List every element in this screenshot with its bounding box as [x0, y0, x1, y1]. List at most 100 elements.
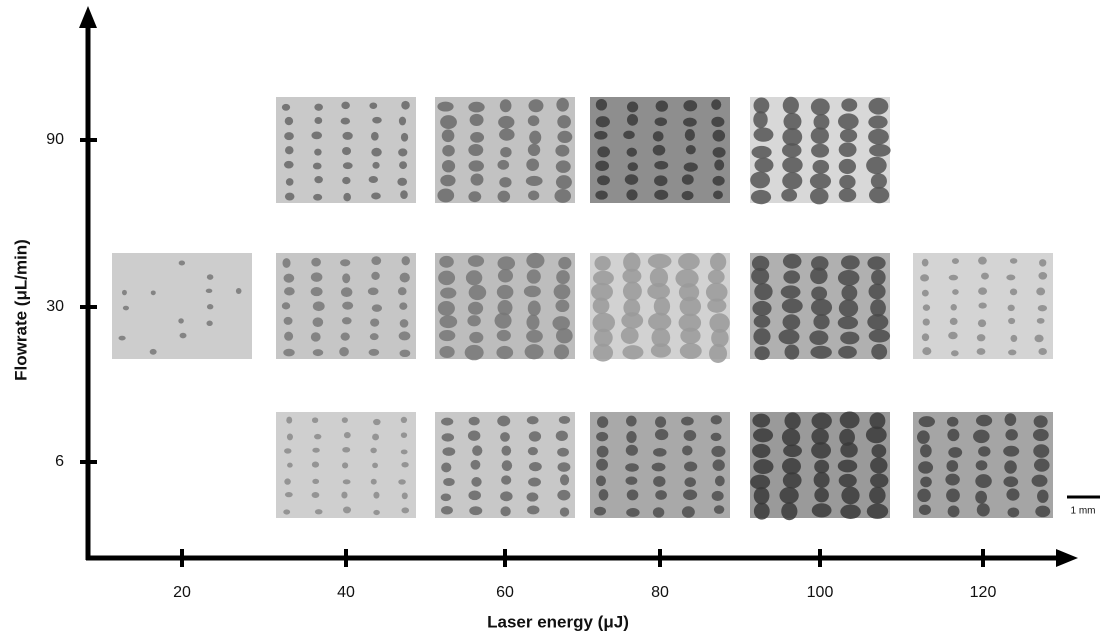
droplet: [681, 190, 694, 201]
droplet: [314, 103, 323, 111]
droplet: [681, 174, 694, 185]
droplet: [341, 101, 350, 110]
droplet: [840, 255, 860, 270]
droplet: [287, 462, 293, 468]
droplet: [469, 331, 484, 344]
droplet: [678, 313, 702, 332]
droplet: [813, 314, 830, 330]
droplet: [648, 312, 672, 331]
droplet: [809, 330, 829, 346]
droplet: [397, 177, 408, 186]
droplet: [398, 116, 407, 126]
droplet: [371, 192, 381, 200]
droplet: [783, 270, 801, 284]
droplet: [497, 268, 514, 283]
droplet: [1008, 349, 1017, 356]
droplet: [371, 256, 382, 266]
droplet: [284, 478, 291, 485]
droplet: [922, 347, 932, 356]
droplet: [312, 478, 320, 485]
droplet: [468, 144, 484, 156]
droplet: [752, 413, 771, 428]
droplet: [527, 143, 541, 157]
droplet: [841, 285, 858, 301]
droplet: [778, 329, 800, 345]
droplet: [947, 505, 960, 518]
droplet: [871, 444, 887, 458]
droplet: [441, 417, 454, 426]
droplet: [282, 258, 291, 268]
droplet: [367, 287, 379, 296]
droplet: [591, 282, 613, 301]
droplet: [868, 115, 888, 129]
droplet: [781, 188, 798, 202]
droplet: [866, 156, 887, 175]
droplet: [713, 190, 723, 200]
droplet: [976, 348, 986, 355]
droplet: [753, 328, 771, 346]
droplet: [840, 504, 861, 519]
droplet: [711, 99, 722, 110]
droplet: [399, 161, 408, 170]
droplet: [921, 258, 929, 267]
droplet: [558, 415, 571, 424]
droplet: [438, 270, 456, 286]
droplet: [678, 253, 700, 271]
droplet: [975, 490, 987, 504]
droplet: [311, 417, 319, 424]
droplet: [709, 343, 728, 364]
droplet: [681, 416, 694, 426]
droplet: [285, 178, 294, 186]
droplet: [948, 447, 963, 458]
droplet: [647, 282, 670, 300]
droplet: [709, 252, 727, 271]
droplet: [312, 349, 324, 357]
droplet: [623, 252, 641, 272]
droplet: [922, 304, 931, 311]
droplet: [555, 144, 570, 157]
droplet: [838, 158, 857, 174]
droplet: [440, 115, 457, 129]
droplet: [373, 509, 380, 516]
droplet: [625, 476, 638, 485]
droplet: [342, 446, 351, 453]
droplet: [781, 458, 801, 475]
droplet: [528, 431, 542, 442]
droplet: [753, 486, 770, 505]
droplet: [870, 299, 886, 317]
droplet: [555, 430, 568, 442]
droplet: [753, 111, 768, 129]
droplet: [310, 286, 323, 297]
droplet: [711, 445, 726, 457]
droplet: [866, 503, 889, 519]
droplet: [626, 189, 638, 201]
droplet: [371, 271, 380, 281]
droplet: [440, 505, 453, 515]
droplet: [978, 446, 991, 457]
droplet: [597, 146, 610, 158]
droplet: [812, 159, 830, 174]
droplet: [283, 509, 291, 515]
droplet: [626, 415, 637, 427]
droplet: [527, 447, 538, 456]
droplet: [683, 162, 698, 172]
droplet: [753, 315, 771, 328]
droplet: [946, 488, 960, 503]
droplet: [498, 115, 515, 129]
droplet: [622, 281, 642, 301]
droplet: [442, 447, 456, 456]
droplet: [310, 332, 321, 342]
droplet: [400, 449, 408, 455]
droplet: [814, 459, 830, 474]
droplet: [920, 476, 932, 488]
droplet: [714, 159, 725, 171]
droplet: [838, 188, 857, 202]
droplet: [401, 492, 408, 500]
droplet: [497, 300, 513, 316]
droplet: [782, 143, 802, 158]
droplet: [500, 432, 510, 442]
droplet: [339, 346, 349, 357]
droplet: [710, 415, 722, 425]
droplet: [784, 412, 801, 430]
droplet: [467, 315, 481, 327]
